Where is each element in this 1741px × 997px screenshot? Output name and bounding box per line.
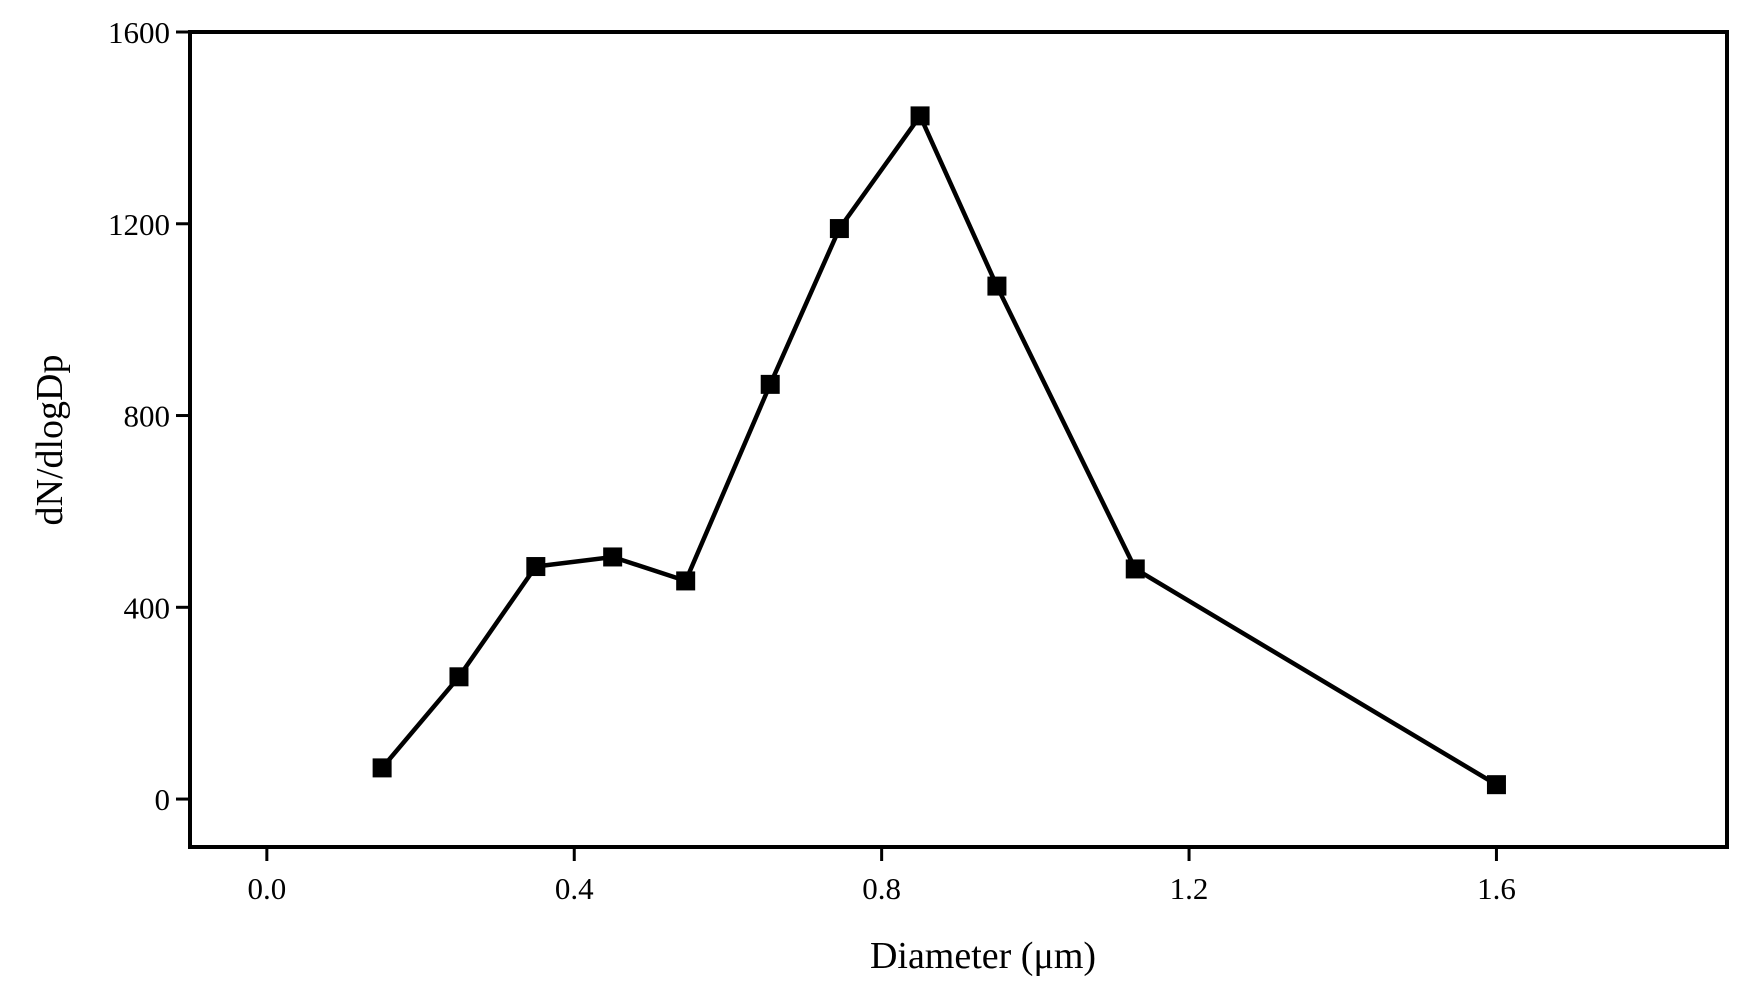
y-axis-title: dN/dlogDp bbox=[29, 355, 71, 526]
y-tick-label: 800 bbox=[124, 399, 171, 434]
data-point bbox=[1125, 559, 1145, 579]
data-point bbox=[760, 374, 780, 394]
x-tick-label: 1.2 bbox=[1170, 871, 1209, 906]
series-line bbox=[380, 111, 1498, 787]
x-tick-label: 0.0 bbox=[247, 871, 286, 906]
data-point bbox=[987, 276, 1007, 296]
data-point bbox=[449, 667, 469, 687]
x-axis-title: Diameter (μm) bbox=[870, 935, 1096, 977]
x-tick-label: 0.8 bbox=[862, 871, 901, 906]
data-point bbox=[676, 571, 696, 591]
y-tick-label: 400 bbox=[124, 590, 171, 625]
y-tick-label: 1200 bbox=[108, 207, 170, 242]
data-point bbox=[910, 106, 930, 126]
x-tick-label: 1.6 bbox=[1477, 871, 1516, 906]
data-point bbox=[372, 758, 392, 778]
y-tick-label: 1600 bbox=[108, 15, 170, 50]
data-point bbox=[526, 557, 546, 577]
series-layer bbox=[372, 106, 1506, 795]
x-axis: 0.0 0.4 0.8 1.2 1.6 bbox=[247, 847, 1516, 906]
x-tick-label: 0.4 bbox=[555, 871, 594, 906]
plot-frame bbox=[188, 30, 1729, 849]
y-axis: 0 400 800 1200 1600 bbox=[108, 15, 190, 817]
y-tick-label: 0 bbox=[155, 782, 171, 817]
data-point bbox=[1486, 775, 1506, 795]
data-point bbox=[603, 547, 623, 567]
data-point bbox=[829, 219, 849, 239]
